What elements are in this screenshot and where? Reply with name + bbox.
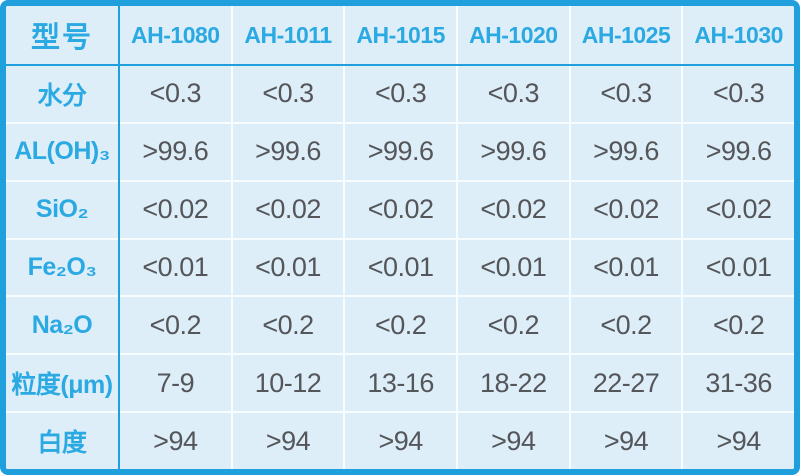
value-cell: <0.02 bbox=[232, 181, 344, 238]
row-label-cell: AL(OH)₃ bbox=[6, 123, 118, 180]
value-cell: <0.01 bbox=[457, 239, 569, 296]
value-cell: >94 bbox=[345, 413, 456, 469]
value-cell: >94 bbox=[232, 413, 344, 469]
value-cell: >99.6 bbox=[345, 123, 456, 180]
value-cell: <0.2 bbox=[570, 297, 682, 354]
value-cell: <0.2 bbox=[345, 297, 456, 354]
value-cell: <0.2 bbox=[120, 297, 231, 354]
column-header-cell: AH-1015 bbox=[345, 6, 456, 64]
value-cell: <0.3 bbox=[570, 66, 682, 122]
header-separator-line bbox=[6, 64, 794, 66]
value-cell: <0.2 bbox=[457, 297, 569, 354]
value-cell: <0.02 bbox=[570, 181, 682, 238]
row-label-cell: 白度 bbox=[6, 413, 118, 469]
value-cell: >94 bbox=[120, 413, 231, 469]
row-label-cell: Na₂O bbox=[6, 297, 118, 354]
row-label-cell: Fe₂O₃ bbox=[6, 239, 118, 296]
value-cell: 13-16 bbox=[345, 355, 456, 412]
column-header-cell: AH-1030 bbox=[683, 6, 794, 64]
value-cell: <0.01 bbox=[683, 239, 794, 296]
value-cell: <0.02 bbox=[120, 181, 231, 238]
value-cell: >99.6 bbox=[232, 123, 344, 180]
column-header-cell: AH-1080 bbox=[120, 6, 231, 64]
value-cell: >94 bbox=[683, 413, 794, 469]
value-cell: <0.01 bbox=[232, 239, 344, 296]
value-cell: <0.3 bbox=[120, 66, 231, 122]
value-cell: <0.02 bbox=[683, 181, 794, 238]
value-cell: <0.02 bbox=[457, 181, 569, 238]
value-cell: <0.01 bbox=[345, 239, 456, 296]
value-cell: <0.3 bbox=[232, 66, 344, 122]
row-label-cell: SiO₂ bbox=[6, 181, 118, 238]
row-label-cell: 粒度(μm) bbox=[6, 355, 118, 412]
value-cell: 31-36 bbox=[683, 355, 794, 412]
value-cell: >94 bbox=[457, 413, 569, 469]
value-cell: <0.3 bbox=[345, 66, 456, 122]
value-cell: 18-22 bbox=[457, 355, 569, 412]
value-cell: <0.2 bbox=[232, 297, 344, 354]
value-cell: >99.6 bbox=[570, 123, 682, 180]
value-cell: 22-27 bbox=[570, 355, 682, 412]
value-cell: 7-9 bbox=[120, 355, 231, 412]
value-cell: <0.2 bbox=[683, 297, 794, 354]
column-header-cell: AH-1020 bbox=[457, 6, 569, 64]
column-header-cell: AH-1025 bbox=[570, 6, 682, 64]
spec-table-grid: 型号 AH-1080 AH-1011 AH-1015 AH-1020 AH-1025 AH-… bbox=[6, 6, 794, 469]
value-cell: >99.6 bbox=[683, 123, 794, 180]
value-cell: 10-12 bbox=[232, 355, 344, 412]
value-cell: <0.01 bbox=[120, 239, 231, 296]
value-cell: <0.3 bbox=[683, 66, 794, 122]
value-cell: <0.3 bbox=[457, 66, 569, 122]
row-label-cell: 水分 bbox=[6, 66, 118, 122]
value-cell: <0.02 bbox=[345, 181, 456, 238]
value-cell: <0.01 bbox=[570, 239, 682, 296]
value-cell: >99.6 bbox=[120, 123, 231, 180]
column-header-cell: AH-1011 bbox=[232, 6, 344, 64]
value-cell: >94 bbox=[570, 413, 682, 469]
corner-header-cell: 型号 bbox=[6, 6, 118, 64]
label-column-separator-line bbox=[118, 6, 120, 469]
value-cell: >99.6 bbox=[457, 123, 569, 180]
